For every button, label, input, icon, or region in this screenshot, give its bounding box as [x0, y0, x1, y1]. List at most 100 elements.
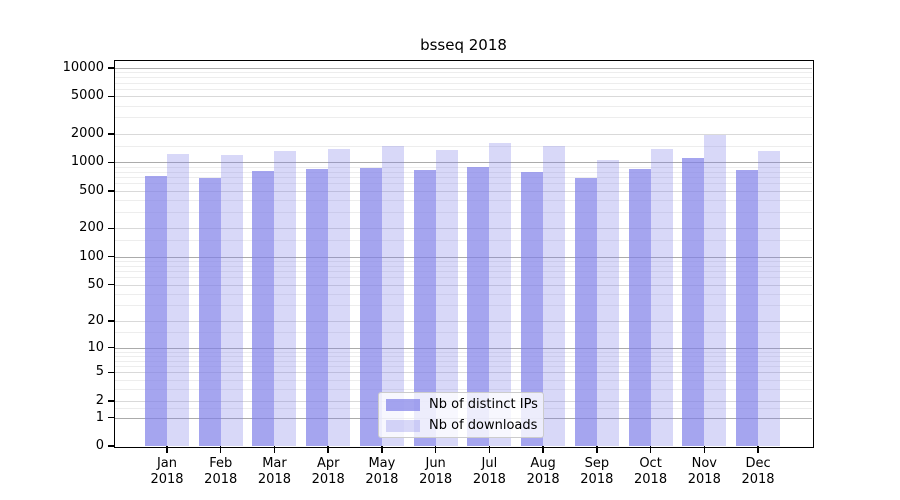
- x-tick-label: Jul 2018: [459, 456, 519, 488]
- x-tick-year: 2018: [204, 472, 238, 487]
- bar-downloads: [596, 160, 619, 446]
- y-tick-mark: [108, 190, 115, 192]
- y-tick-label: 2000: [70, 126, 104, 142]
- x-tick-month: Jan: [156, 456, 178, 471]
- y-tick-label: 0: [95, 438, 104, 453]
- x-tick-month: Sep: [584, 456, 610, 471]
- bar-downloads: [435, 149, 458, 446]
- gridline-minor: [115, 366, 812, 368]
- x-tick-label: May 2018: [352, 456, 412, 488]
- x-tick-mark: [649, 446, 652, 453]
- gridline: [115, 134, 812, 136]
- bar-distinct-ips: [574, 177, 597, 446]
- x-tick-mark: [596, 446, 598, 453]
- x-tick-label: Dec 2018: [728, 456, 788, 488]
- x-tick-label: Apr 2018: [298, 456, 358, 488]
- bar-distinct-ips: [359, 167, 382, 446]
- gridline-minor: [115, 200, 812, 201]
- gridline-minor: [115, 355, 812, 357]
- x-tick-month: Jun: [425, 456, 446, 471]
- x-tick-mark: [757, 446, 759, 453]
- x-tick-label: Oct 2018: [621, 456, 681, 488]
- gridline-minor: [115, 145, 812, 147]
- gridline-minor: [115, 351, 812, 353]
- gridline-major: [115, 162, 812, 164]
- gridline-minor: [115, 211, 812, 213]
- gridline-minor: [115, 360, 812, 362]
- bar-distinct-ips: [628, 168, 651, 446]
- bar-distinct-ips: [413, 170, 436, 446]
- x-tick-year: 2018: [741, 472, 775, 487]
- bar-downloads: [489, 143, 512, 446]
- legend: Nb of distinct IPs Nb of downloads: [378, 392, 544, 438]
- x-tick-month: May: [368, 456, 396, 471]
- bar-distinct-ips: [736, 169, 759, 446]
- gridline-minor: [115, 166, 812, 168]
- x-tick-year: 2018: [150, 472, 184, 487]
- y-tick-label: 5000: [70, 88, 104, 104]
- x-tick-year: 2018: [687, 472, 721, 487]
- bar-downloads: [704, 135, 727, 446]
- gridline: [115, 190, 812, 192]
- y-tick-mark: [108, 400, 115, 402]
- y-tick-mark: [108, 346, 115, 349]
- x-tick-month: Jul: [481, 456, 498, 471]
- x-tick-month: Dec: [745, 456, 771, 471]
- bar-distinct-ips: [682, 158, 705, 446]
- bar-downloads: [167, 154, 189, 446]
- x-tick-year: 2018: [580, 472, 614, 487]
- bar-distinct-ips: [306, 168, 329, 446]
- x-tick-mark: [703, 446, 706, 453]
- bar-downloads: [381, 145, 404, 446]
- gridline: [115, 284, 812, 286]
- gridline-minor: [115, 293, 812, 295]
- bar-distinct-ips: [467, 167, 490, 446]
- y-tick-mark: [108, 416, 115, 419]
- chart-title: bsseq 2018: [420, 36, 507, 54]
- gridline-minor: [115, 82, 812, 84]
- gridline-minor: [115, 305, 812, 307]
- gridline-minor: [115, 105, 812, 107]
- y-tick-mark: [108, 227, 115, 230]
- gridline-minor: [115, 177, 812, 179]
- gridline-minor: [115, 77, 812, 79]
- bar-downloads: [758, 151, 781, 446]
- x-tick-label: Nov 2018: [674, 456, 734, 488]
- y-tick-label: 1000: [70, 154, 104, 170]
- legend-swatch-distinct-ips: [386, 398, 420, 411]
- bar-downloads: [650, 149, 673, 446]
- gridline-major: [115, 67, 812, 69]
- gridline: [115, 228, 812, 230]
- legend-item-distinct-ips: Nb of distinct IPs: [379, 396, 543, 414]
- y-tick-label: 5: [95, 364, 104, 380]
- x-tick-mark: [381, 446, 383, 453]
- gridline-minor: [115, 277, 812, 279]
- x-tick-mark: [434, 446, 437, 453]
- bar-distinct-ips: [252, 170, 275, 446]
- bar-distinct-ips: [145, 176, 167, 446]
- gridline-minor: [115, 88, 812, 90]
- y-tick-label: 1: [95, 409, 104, 425]
- x-tick-month: Apr: [316, 456, 340, 471]
- y-tick-mark: [108, 67, 115, 69]
- x-tick-year: 2018: [526, 472, 560, 487]
- x-tick-month: Aug: [530, 456, 556, 471]
- y-tick-mark: [108, 255, 115, 258]
- bar-downloads: [274, 150, 297, 446]
- x-tick-label: Jan 2018: [137, 456, 197, 488]
- x-tick-year: 2018: [257, 472, 291, 487]
- y-tick-label: 2: [95, 392, 104, 408]
- x-tick-mark: [219, 446, 222, 453]
- y-tick-mark: [108, 161, 115, 164]
- bar-downloads: [220, 155, 243, 446]
- legend-swatch-downloads: [386, 419, 420, 432]
- x-tick-year: 2018: [472, 472, 506, 487]
- x-tick-month: Nov: [691, 456, 717, 471]
- x-tick-month: Oct: [639, 456, 662, 471]
- gridline-minor: [115, 265, 812, 267]
- bar-downloads: [543, 146, 566, 446]
- gridline-minor: [115, 260, 812, 262]
- gridline-minor: [115, 117, 812, 119]
- gridline-minor: [115, 72, 812, 74]
